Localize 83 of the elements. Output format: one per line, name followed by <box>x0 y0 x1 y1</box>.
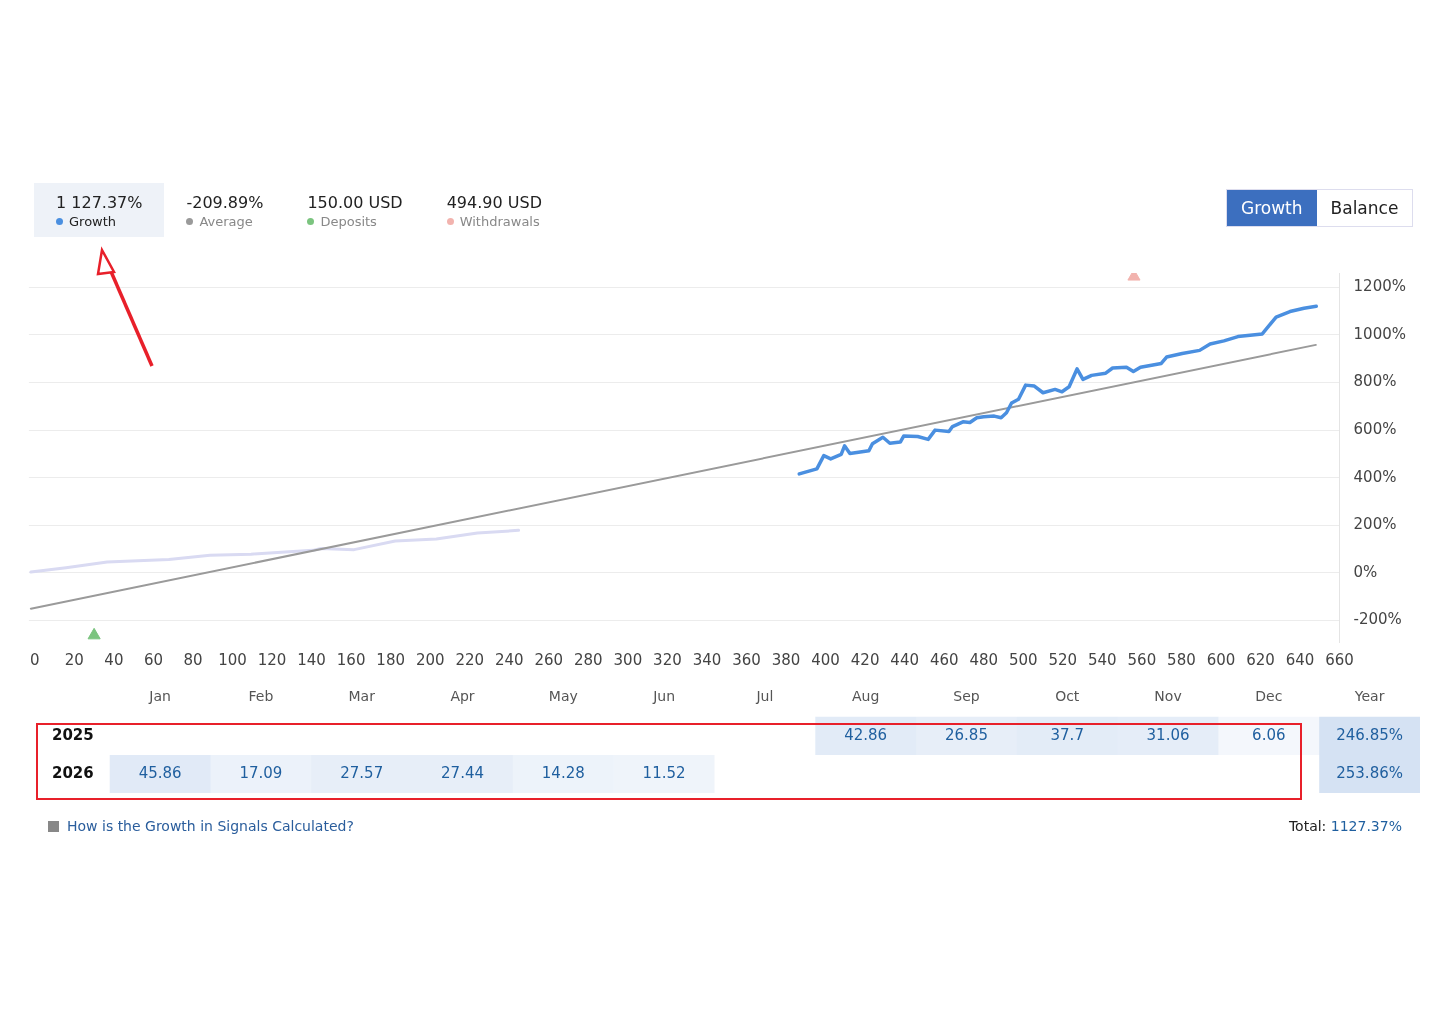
x-tick-label: Mar <box>348 688 376 705</box>
x-tick-label: 540 <box>1088 650 1117 669</box>
data-label: 27.57 <box>340 763 384 782</box>
x-tick-label: 200 <box>415 650 445 669</box>
text: Balance <box>1316 190 1413 226</box>
x-tick-label: 60 <box>143 650 163 669</box>
x-tick-label: 500 <box>1008 650 1038 669</box>
x-tick-label: 220 <box>455 650 485 669</box>
x-tick-label: 420 <box>850 650 880 669</box>
y-tick-label: 800% <box>1353 372 1397 391</box>
x-tick-label: 180 <box>376 650 405 669</box>
y-tick-label: -200% <box>1353 610 1402 629</box>
x-tick-label: 580 <box>1167 650 1196 669</box>
x-tick-label: 280 <box>574 650 603 669</box>
data-label: 253.86% <box>1336 763 1403 782</box>
data-label: 42.86 <box>844 725 888 744</box>
data-label: 17.09 <box>239 763 283 782</box>
x-tick-label: 520 <box>1048 650 1078 669</box>
x-tick-label: 640 <box>1285 650 1315 669</box>
data-label: 14.28 <box>541 763 585 782</box>
x-tick-label: 0 <box>30 650 40 669</box>
x-tick-label: 600 <box>1206 650 1236 669</box>
data-label: 45.86 <box>138 763 182 782</box>
x-tick-label: 20 <box>64 650 84 669</box>
x-tick-label: 400 <box>811 650 840 669</box>
x-tick-label: Nov <box>1154 688 1182 705</box>
x-tick-label: 40 <box>104 650 124 669</box>
x-tick-label: Dec <box>1255 688 1283 705</box>
x-tick-label: Jan <box>148 688 171 705</box>
x-tick-label: 160 <box>336 650 366 669</box>
text: 1127.37% <box>1329 818 1402 834</box>
x-tick-label: 320 <box>653 650 682 669</box>
y-tick-label: 1200% <box>1353 277 1407 296</box>
x-tick-label: 120 <box>257 650 287 669</box>
text: 494.90 USD <box>446 193 542 212</box>
data-label: 6.06 <box>1252 725 1286 744</box>
x-tick-label: Jul <box>755 688 774 705</box>
x-tick-label: Jun <box>652 688 676 705</box>
legend-label: Average <box>199 214 253 229</box>
x-tick-label: 660 <box>1325 650 1354 669</box>
x-tick-label: 300 <box>613 650 643 669</box>
x-tick-label: Aug <box>851 688 880 705</box>
text: 1 127.37% <box>56 193 143 212</box>
y-tick-label: 2026 <box>52 763 94 782</box>
legend-label: Growth <box>69 214 117 229</box>
x-tick-label: Year <box>1353 688 1385 705</box>
x-tick-label: 100 <box>218 650 247 669</box>
text: 150.00 USD <box>307 193 403 212</box>
x-tick-label: 140 <box>297 650 326 669</box>
x-tick-label: 460 <box>929 650 959 669</box>
data-label: 246.85% <box>1336 725 1403 744</box>
x-tick-label: 80 <box>183 650 203 669</box>
x-tick-label: Sep <box>953 688 980 705</box>
x-tick-label: 380 <box>771 650 801 669</box>
data-label: 11.52 <box>642 763 686 782</box>
text: Growth <box>1227 190 1317 226</box>
y-tick-label: 1000% <box>1353 324 1407 343</box>
x-tick-label: 340 <box>692 650 722 669</box>
y-tick-label: 600% <box>1353 420 1397 439</box>
text: -209.89% <box>186 193 264 212</box>
legend-label: Deposits <box>320 214 377 229</box>
x-tick-label: May <box>548 688 578 705</box>
x-tick-label: Oct <box>1055 688 1080 705</box>
data-label: 31.06 <box>1146 725 1190 744</box>
x-tick-label: 620 <box>1246 650 1275 669</box>
text: How is the Growth in Signals Calculated? <box>67 818 354 834</box>
x-tick-label: 480 <box>969 650 999 669</box>
y-tick-label: 0% <box>1353 562 1378 581</box>
data-label: 26.85 <box>944 725 988 744</box>
x-tick-label: 240 <box>494 650 524 669</box>
y-tick-label: 400% <box>1353 467 1397 486</box>
x-tick-label: Apr <box>450 688 475 705</box>
legend-label: Withdrawals <box>459 214 540 229</box>
x-tick-label: Feb <box>248 688 274 705</box>
y-tick-label: 200% <box>1353 515 1397 534</box>
x-tick-label: 360 <box>732 650 761 669</box>
x-tick-label: 440 <box>890 650 919 669</box>
data-label: 27.44 <box>441 763 484 782</box>
x-tick-label: 260 <box>534 650 564 669</box>
y-tick-label: 2025 <box>52 725 94 744</box>
text: Total: <box>1288 818 1327 834</box>
data-label: 37.7 <box>1050 725 1084 744</box>
x-tick-label: 560 <box>1127 650 1157 669</box>
